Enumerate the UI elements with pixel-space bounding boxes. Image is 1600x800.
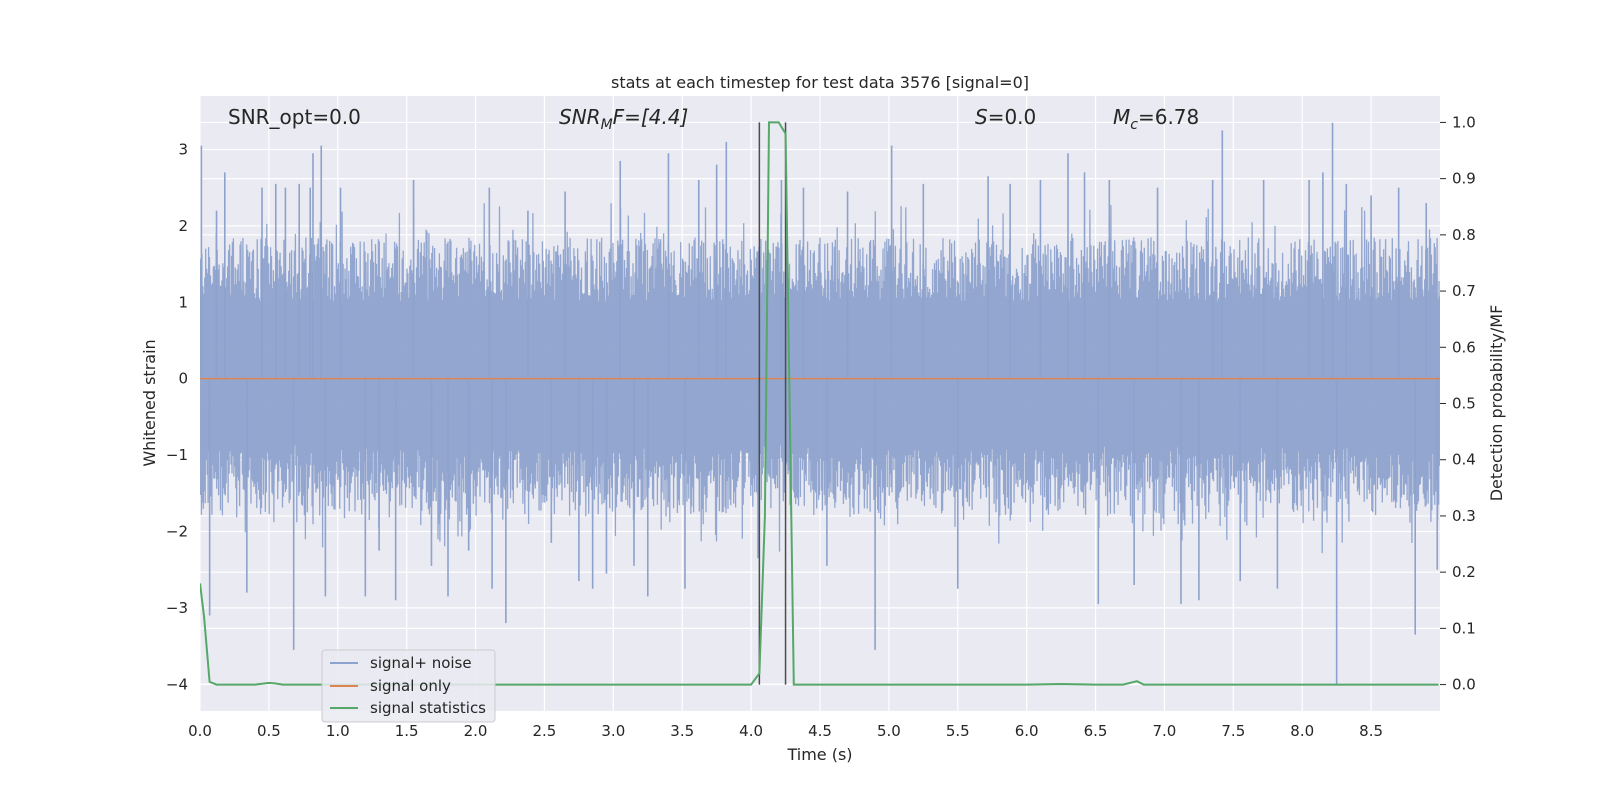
y-tick-label: 1: [178, 293, 188, 311]
annotation-s: S=0.0: [975, 105, 1036, 129]
x-tick-label: 7.5: [1221, 722, 1245, 740]
legend: signal+ noise signal only signal statist…: [321, 649, 496, 723]
annotation-snr-mf-rest: F=[4.4]: [613, 105, 689, 129]
y-right-tick-label: 0.0: [1452, 676, 1476, 694]
legend-label-signal: signal only: [370, 677, 451, 695]
x-tick-label: 0.5: [257, 722, 281, 740]
x-tick-label: 4.5: [808, 722, 832, 740]
y-axis-label: Whitened strain: [140, 339, 159, 466]
annotation-snr-mf: SNRMF=[4.4]: [559, 105, 688, 133]
x-tick-label: 3.5: [670, 722, 694, 740]
y-right-tick-label: 0.9: [1452, 170, 1476, 188]
annotation-snr-mf-sub: M: [601, 117, 613, 133]
x-tick-label: 2.5: [533, 722, 557, 740]
chart-title: stats at each timestep for test data 357…: [611, 73, 1029, 92]
x-tick-label: 5.0: [877, 722, 901, 740]
y-tick-label: 2: [178, 217, 188, 235]
x-tick-label: 1.0: [326, 722, 350, 740]
legend-label-stats: signal statistics: [370, 699, 486, 717]
tick-layer: 0.0 0.5 1.0 1.5 2.0 2.5 3.0 3.5 4.0 4.5 5.0 5.5 6.0 6…: [166, 113, 1476, 740]
y-right-tick-label: 0.2: [1452, 563, 1476, 581]
annotation-mc-rest: =6.78: [1138, 105, 1199, 129]
y-right-tick-label: 0.4: [1452, 451, 1476, 469]
y-tick-label: −3: [166, 599, 188, 617]
x-tick-label: 3.0: [601, 722, 625, 740]
y-right-tick-label: 0.8: [1452, 226, 1476, 244]
y-tick-label: −1: [166, 446, 188, 464]
y-right-tick-label: 0.7: [1452, 282, 1476, 300]
x-tick-label: 0.0: [188, 722, 212, 740]
x-tick-label: 6.0: [1015, 722, 1039, 740]
y-tick-label: −4: [166, 675, 188, 693]
legend-label-noise: signal+ noise: [370, 654, 472, 672]
x-axis-label: Time (s): [786, 745, 852, 764]
annotation-mc-main: M: [1113, 105, 1130, 129]
x-tick-label: 8.0: [1290, 722, 1314, 740]
x-tick-label: 2.0: [464, 722, 488, 740]
annotation-snr-opt: SNR_opt=0.0: [228, 105, 361, 129]
data-layer: [200, 121, 1440, 686]
noise-series-line: [200, 203, 1440, 554]
x-tick-label: 4.0: [739, 722, 763, 740]
annotation-mc-sub: c: [1130, 117, 1138, 133]
y-right-tick-label: 0.1: [1452, 619, 1476, 637]
x-tick-label: 8.5: [1359, 722, 1383, 740]
annotation-mc: Mc=6.78: [1113, 105, 1199, 133]
x-tick-label: 7.0: [1153, 722, 1177, 740]
y-right-tick-label: 0.5: [1452, 395, 1476, 413]
x-tick-label: 6.5: [1084, 722, 1108, 740]
y-tick-label: 0: [178, 370, 188, 388]
annotation-s-main: S: [975, 105, 988, 129]
y-tick-label: −2: [166, 522, 188, 540]
y-axis-right-label: Detection probability/MF: [1487, 305, 1506, 502]
y-tick-label: 3: [178, 140, 188, 158]
legend-box: [321, 649, 496, 723]
y-right-tick-label: 1.0: [1452, 113, 1476, 131]
annotation-s-rest: =0.0: [988, 105, 1037, 129]
x-tick-label: 5.5: [946, 722, 970, 740]
signal-statistics-line: [200, 121, 1439, 686]
y-right-tick-label: 0.6: [1452, 338, 1476, 356]
y-right-tick-label: 0.3: [1452, 507, 1476, 525]
x-tick-label: 1.5: [395, 722, 419, 740]
annotation-snr-mf-main: SNR: [559, 105, 601, 129]
